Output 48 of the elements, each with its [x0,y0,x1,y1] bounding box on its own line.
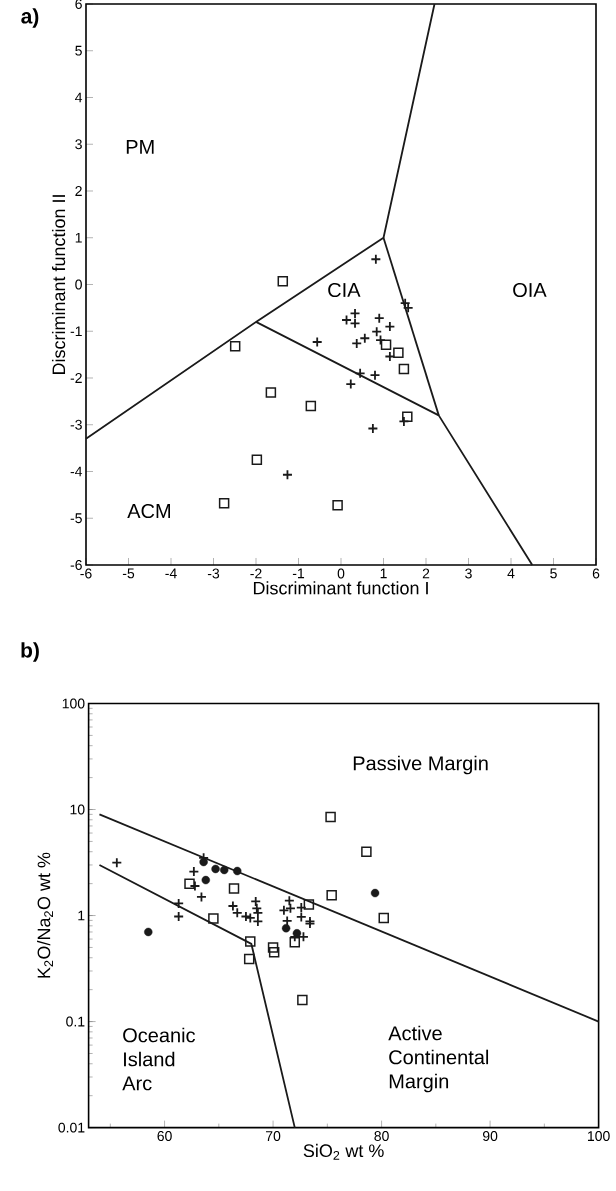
x-tick-label: 1 [380,568,387,579]
chart-title: a) [21,8,39,28]
x-tick-label: 100 [587,1131,610,1142]
x-tick-label: 0 [337,568,345,579]
x-axis-title: Discriminant function I [253,581,428,595]
annotation: OIA [513,282,547,298]
annotation: PM [126,140,154,154]
x-axis-title: SiO$_{2}$ wt % [303,1143,384,1160]
x-tick-label: 3 [465,568,472,579]
y-tick-label: 1 [78,910,85,921]
y-tick-label: 1 [75,232,82,243]
y-tick-label: -3 [70,419,82,430]
y-tick-label: 6 [75,0,82,9]
y-tick-label: -4 [70,466,83,477]
x-tick-label: 5 [550,568,557,579]
y-tick-label: 0.1 [66,1016,85,1027]
y-tick-label: 2 [75,186,82,196]
x-tick-label: -5 [122,568,135,579]
x-tick-label: 6 [592,568,600,579]
chart-title: b) [21,642,39,662]
y-tick-label: 3 [75,139,82,150]
y-tick-label: -1 [70,326,82,337]
x-tick-label: 90 [482,1131,498,1142]
y-tick-label: 5 [75,45,82,56]
y-tick-label: 0 [75,279,82,290]
annotation: Oceanic Island Arc [122,1027,196,1091]
annotation: Passive Margin [353,755,488,775]
y-tick-label: 100 [62,698,85,709]
y-axis-title: Discriminant function II [51,195,66,375]
x-tick-label: 60 [157,1131,172,1142]
y-tick-label: -5 [70,513,82,524]
x-tick-label: 70 [266,1131,281,1142]
annotation: ACM [127,503,170,519]
y-tick-label: 4 [75,92,83,103]
y-tick-label: 0.01 [58,1122,85,1133]
x-tick-label: 2 [422,568,430,579]
x-tick-label: -3 [207,568,220,579]
y-tick-label: -6 [70,560,82,570]
annotation: CIA [328,282,361,298]
x-tick-label: -1 [292,568,305,579]
x-tick-label: 80 [374,1131,389,1142]
y-tick-label: 10 [70,804,85,815]
x-tick-label: -2 [250,568,262,579]
annotation: Active Continental Margin [388,1025,489,1093]
y-tick-label: -2 [70,373,82,383]
x-tick-label: -4 [165,568,177,579]
y-axis-title: K$_{2}$O/Na$_{2}$O wt % [37,852,53,978]
x-tick-label: 4 [507,568,515,579]
